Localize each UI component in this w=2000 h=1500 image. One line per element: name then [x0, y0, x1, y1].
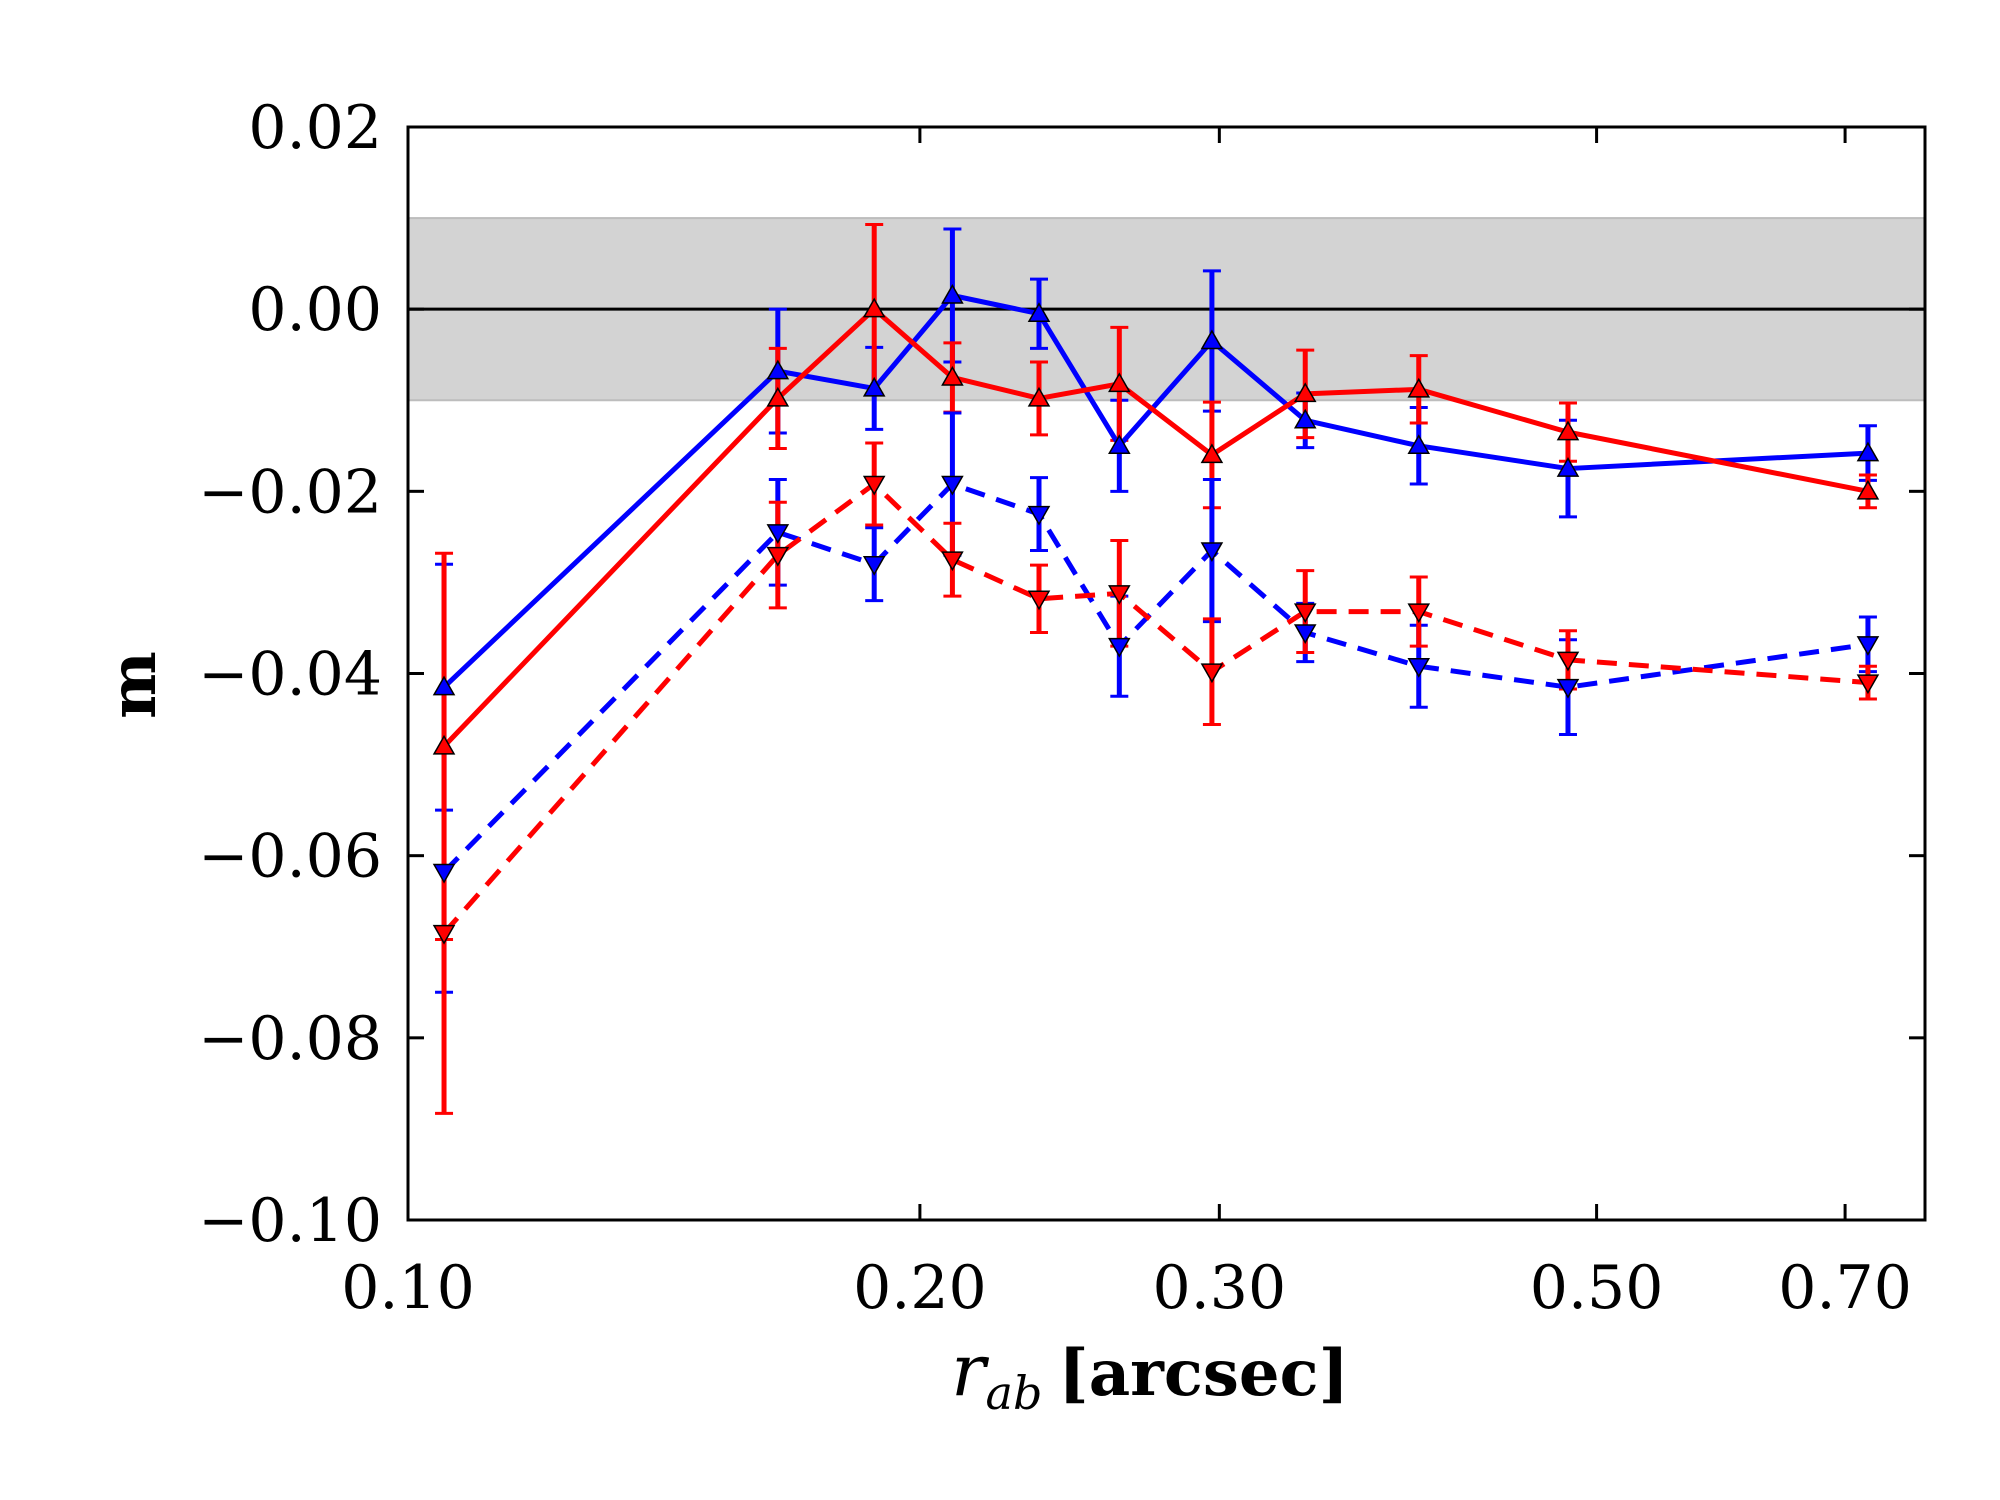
data-point-marker — [1556, 420, 1580, 441]
data-point-marker — [766, 386, 790, 407]
data-point-marker — [862, 475, 886, 496]
x-axis-title: rab [arcsec] — [951, 1328, 1349, 1420]
tick-label-layer: 0.10 0.20 0.30 0.50 0.70 0.02 0.00 −0.02 −0.04 −0… — [198, 93, 1912, 1323]
data-point-marker — [432, 734, 456, 755]
y-tick-label: −0.08 — [198, 1004, 382, 1074]
data-point-marker — [941, 551, 964, 572]
data-point-marker — [432, 675, 456, 696]
y-tick-label: −0.04 — [198, 640, 382, 710]
data-point-marker — [432, 924, 456, 945]
data-point-marker — [862, 297, 886, 318]
data-point-marker — [1856, 636, 1880, 656]
data-point-marker — [1293, 603, 1317, 624]
data-point-marker — [1200, 329, 1224, 350]
y-tick-label: −0.02 — [198, 457, 382, 527]
data-point-marker — [941, 365, 964, 386]
data-point-marker — [1200, 443, 1224, 464]
data-point-marker — [1556, 678, 1580, 699]
data-point-marker — [1108, 372, 1131, 393]
x-tick-label: 0.30 — [1153, 1253, 1287, 1323]
y-tick-label: 0.02 — [248, 93, 382, 163]
y-axis-title: m — [96, 651, 171, 719]
data-point-marker — [1293, 408, 1317, 429]
data-point-marker — [1200, 663, 1224, 684]
data-point-marker — [1293, 382, 1317, 403]
data-point-marker — [766, 546, 790, 567]
y-tick-label: −0.10 — [198, 1186, 382, 1256]
data-point-marker — [766, 359, 790, 380]
data-point-marker — [941, 475, 964, 496]
data-point-marker — [1856, 674, 1880, 695]
data-point-marker — [941, 283, 964, 304]
data-point-marker — [1027, 302, 1051, 322]
tick-layer — [406, 125, 1925, 1222]
data-point-marker — [1027, 590, 1051, 611]
data-point-marker — [1556, 651, 1580, 672]
x-tick-label: 0.50 — [1530, 1253, 1664, 1323]
data-point-marker — [1407, 657, 1431, 678]
data-point-marker — [1407, 603, 1431, 624]
data-point-marker — [1108, 585, 1131, 605]
data-point-marker — [1108, 434, 1131, 455]
x-tick-label: 0.70 — [1778, 1253, 1912, 1323]
x-tick-label: 0.10 — [341, 1253, 475, 1323]
data-point-marker — [1407, 377, 1431, 398]
data-point-marker — [1027, 386, 1051, 407]
data-point-marker — [1027, 505, 1051, 526]
data-point-marker — [862, 555, 886, 576]
data-point-marker — [1856, 441, 1880, 462]
data-point-marker — [1293, 624, 1317, 645]
data-point-marker — [766, 524, 790, 544]
data-point-marker — [432, 863, 456, 884]
data-point-marker — [1856, 479, 1880, 500]
data-point-marker — [1108, 637, 1131, 658]
data-point-marker — [1407, 434, 1431, 455]
data-point-marker — [1556, 457, 1580, 477]
marker-layer — [432, 283, 1880, 945]
x-tick-label: 0.20 — [853, 1253, 987, 1323]
y-tick-label: 0.00 — [248, 275, 382, 345]
y-tick-label: −0.06 — [198, 822, 382, 892]
data-point-marker — [1200, 542, 1224, 563]
data-point-marker — [862, 376, 886, 397]
